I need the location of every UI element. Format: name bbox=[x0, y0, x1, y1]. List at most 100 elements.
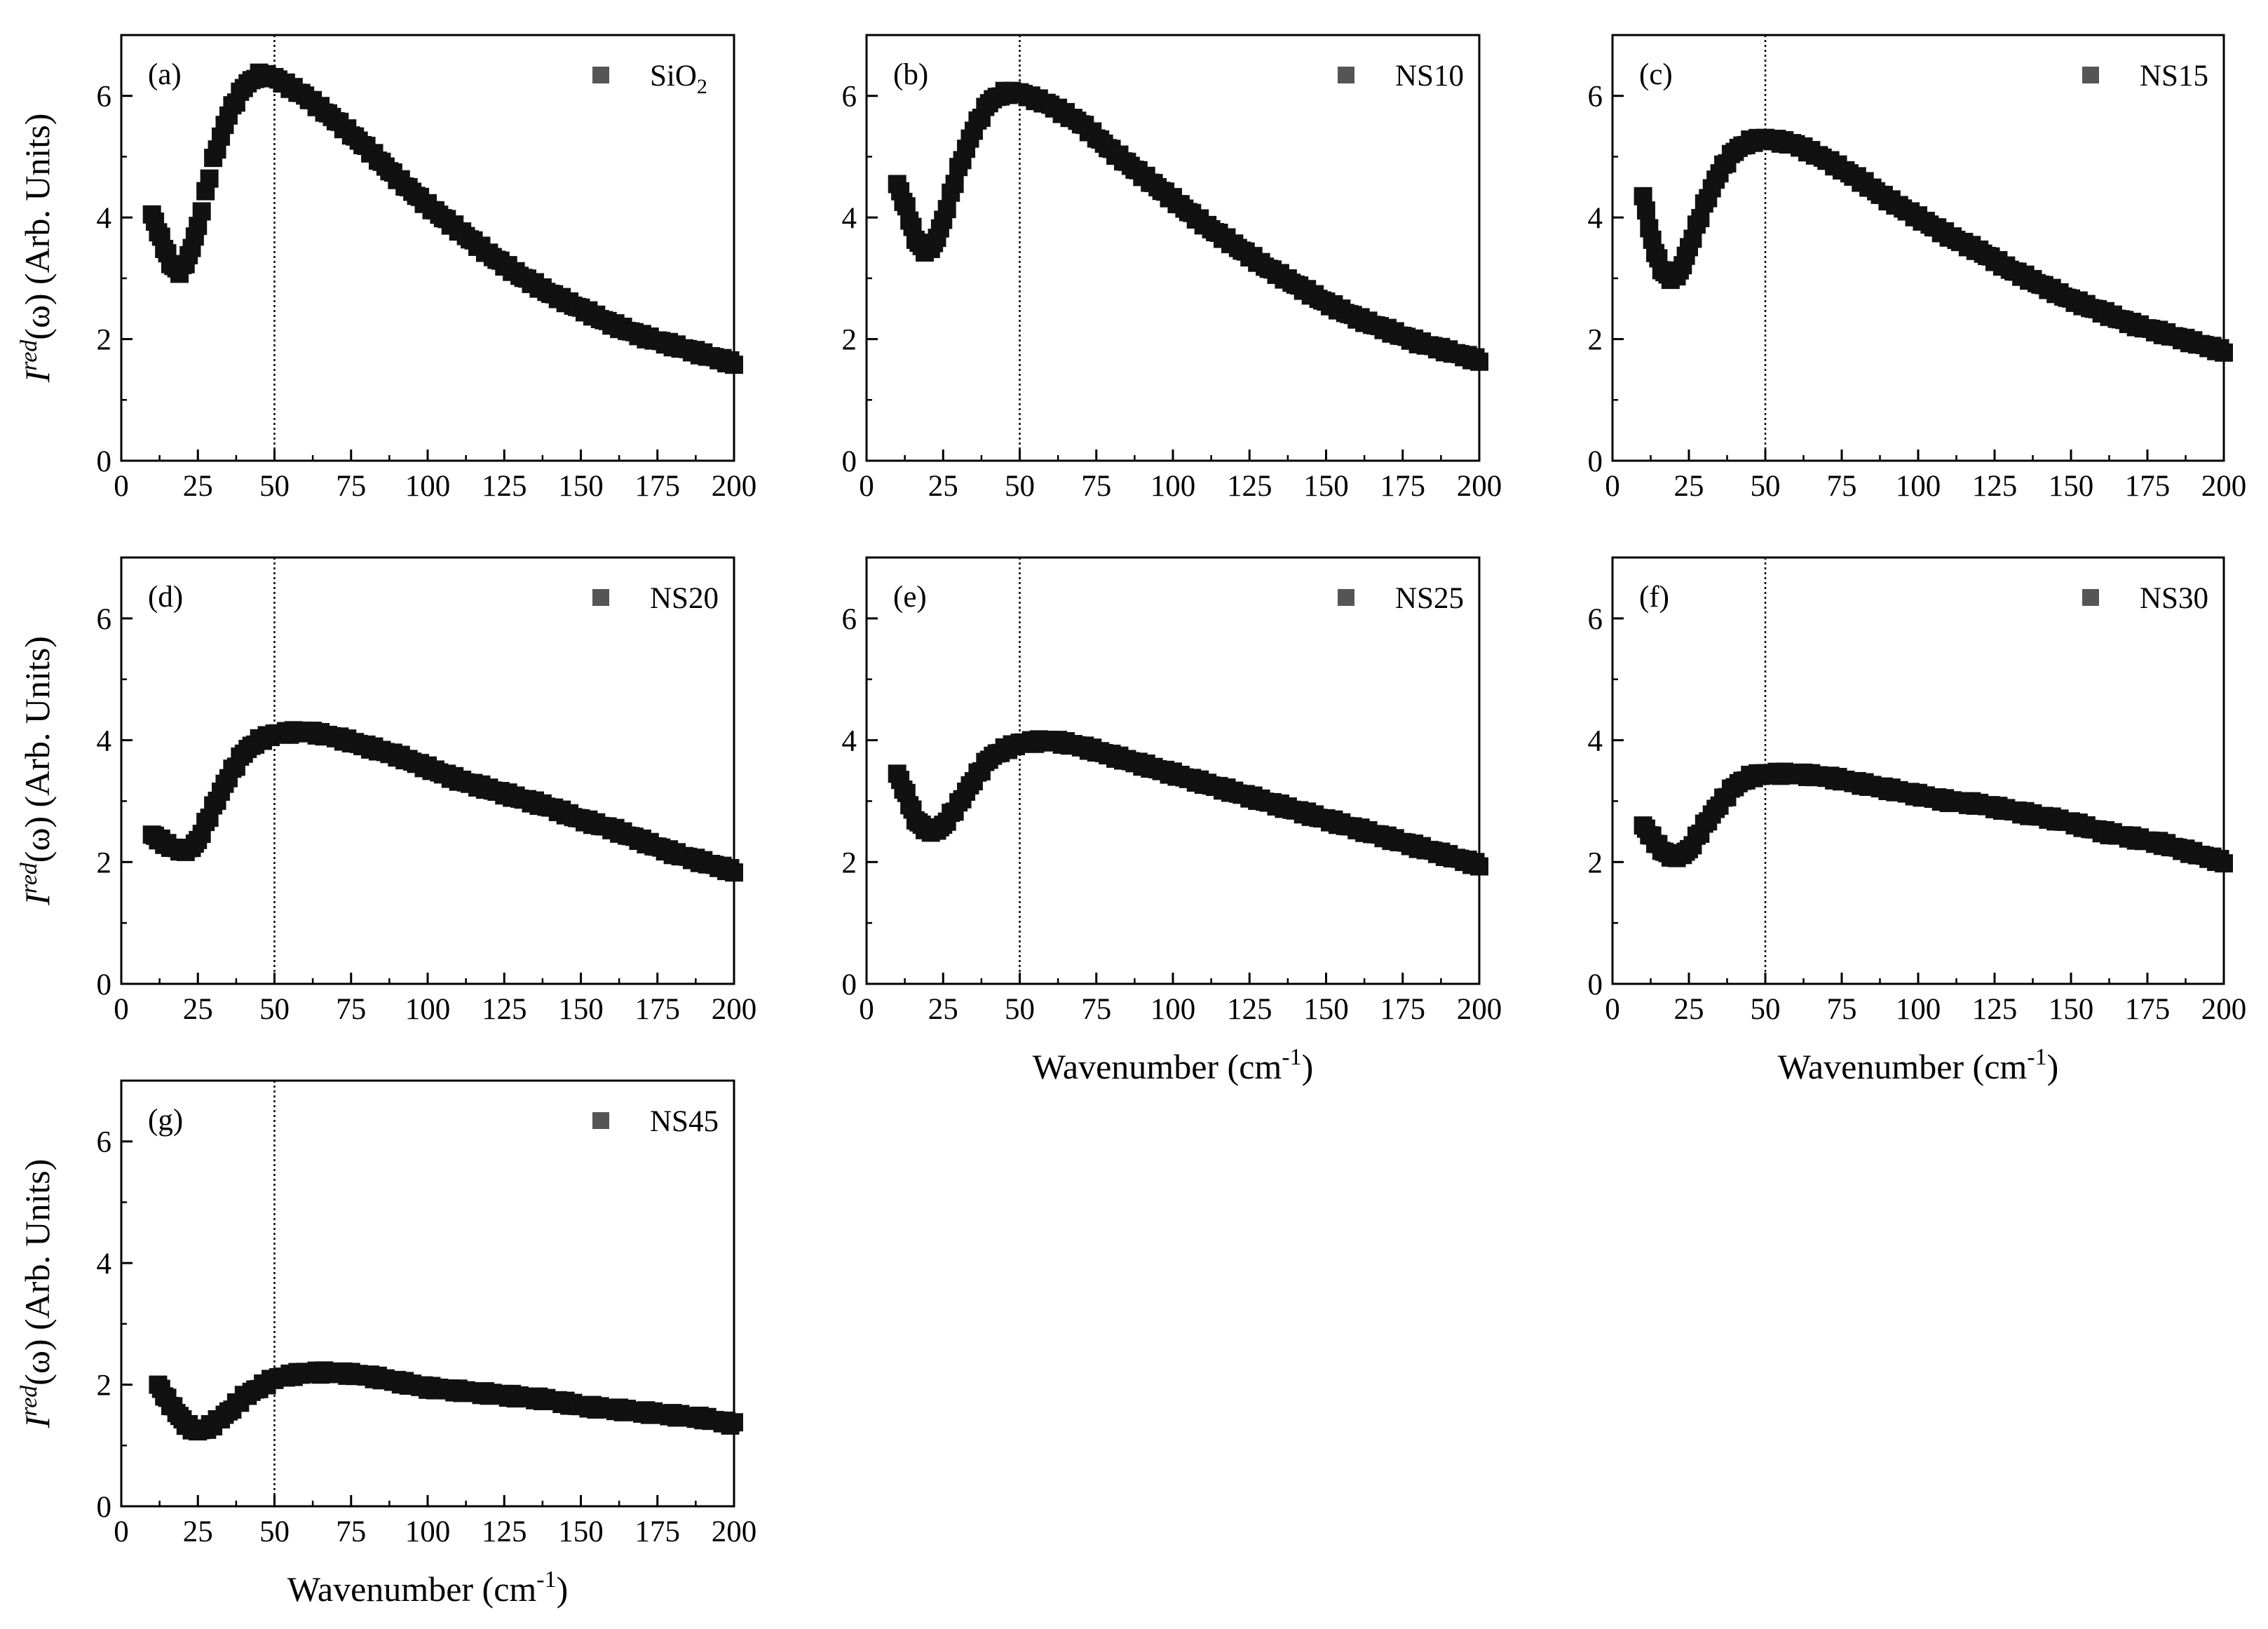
panel-d: 0 25 50 75 100 125 150 175 200 0 2 4 6 (d) NS20 Ired(ω)… bbox=[16, 556, 756, 1026]
x-tick-label: 150 bbox=[558, 1515, 604, 1548]
x-tick-label: 150 bbox=[2049, 993, 2094, 1026]
legend-label: NS30 bbox=[2140, 582, 2208, 615]
panel-g: 0 25 50 75 100 125 150 175 200 0 2 4 6 (g) NS45 Ired(ω)… bbox=[16, 1079, 756, 1609]
x-axis-label-sup: -1 bbox=[2027, 1044, 2046, 1070]
y-axis-label-sup: red bbox=[16, 339, 42, 371]
x-tick-label: 75 bbox=[336, 1515, 366, 1548]
y-axis-label-base: I bbox=[18, 369, 57, 383]
panel-label: (g) bbox=[148, 1104, 183, 1137]
data-point bbox=[1470, 857, 1488, 876]
legend-marker bbox=[2082, 589, 2099, 606]
legend-marker bbox=[592, 1112, 609, 1129]
x-axis-label-main: Wavenumber (cm bbox=[1778, 1047, 2028, 1086]
x-tick-label: 125 bbox=[482, 470, 527, 503]
panel-label: (b) bbox=[893, 58, 928, 91]
plot-frame bbox=[865, 34, 1481, 462]
x-tick-label: 175 bbox=[2125, 470, 2171, 503]
x-tick-label: 150 bbox=[558, 470, 604, 503]
x-tick-label: 125 bbox=[482, 993, 527, 1026]
y-tick-label: 2 bbox=[842, 846, 857, 879]
y-tick-label: 4 bbox=[842, 202, 857, 235]
x-tick-label: 50 bbox=[259, 470, 290, 503]
legend-label: NS25 bbox=[1395, 582, 1464, 615]
x-axis-label: Wavenumber (cm-1) bbox=[287, 1567, 569, 1609]
data-series bbox=[1634, 762, 2233, 873]
legend-marker bbox=[1338, 589, 1354, 606]
x-tick-label: 50 bbox=[1751, 993, 1781, 1026]
data-point bbox=[192, 202, 211, 221]
y-tick-label: 4 bbox=[1588, 202, 1603, 235]
data-point bbox=[200, 169, 219, 188]
x-tick-label: 200 bbox=[2201, 993, 2247, 1026]
x-tick-label: 175 bbox=[635, 470, 681, 503]
x-axis-label-main: Wavenumber (cm bbox=[1033, 1047, 1282, 1086]
x-tick-label: 175 bbox=[2125, 993, 2171, 1026]
x-tick-label: 75 bbox=[1827, 993, 1857, 1026]
plot-frame bbox=[120, 34, 735, 462]
data-point bbox=[725, 863, 743, 882]
y-axis-label-base: I bbox=[18, 892, 57, 906]
panel-c: 0 25 50 75 100 125 150 175 200 0 2 4 6 (c) NS15 bbox=[1588, 34, 2246, 503]
y-tick-label: 0 bbox=[842, 968, 857, 1001]
panel-label: (c) bbox=[1639, 58, 1673, 91]
x-tick-label: 200 bbox=[712, 470, 757, 503]
y-axis-label-base: I bbox=[18, 1414, 57, 1428]
x-tick-label: 150 bbox=[2049, 470, 2094, 503]
x-tick-label: 125 bbox=[1972, 993, 2018, 1026]
plot-frame bbox=[1611, 34, 2225, 462]
data-point bbox=[1636, 201, 1655, 220]
y-tick-label: 4 bbox=[97, 725, 112, 758]
data-point bbox=[1470, 352, 1488, 371]
legend-marker bbox=[592, 589, 609, 606]
data-point bbox=[725, 1413, 743, 1432]
y-tick-label: 0 bbox=[842, 445, 857, 478]
x-tick-label: 125 bbox=[482, 1515, 527, 1548]
y-tick-label: 4 bbox=[842, 725, 857, 758]
x-tick-label: 0 bbox=[114, 1515, 129, 1548]
x-tick-label: 100 bbox=[1896, 993, 1941, 1026]
y-tick-label: 6 bbox=[1588, 603, 1603, 636]
x-axis-label-main: Wavenumber (cm bbox=[287, 1569, 537, 1609]
x-tick-label: 175 bbox=[1380, 470, 1426, 503]
panel-a: 0 25 50 75 100 125 150 175 200 0 2 4 6 (a) SiO2 Ired(ω)… bbox=[16, 34, 757, 503]
x-tick-label: 100 bbox=[1896, 470, 1941, 503]
y-tick-label: 4 bbox=[97, 1248, 112, 1280]
y-axis-label-rest: (ω) (Arb. Units) bbox=[18, 636, 57, 863]
y-tick-label: 0 bbox=[1588, 968, 1603, 1001]
x-tick-label: 75 bbox=[1081, 470, 1111, 503]
y-tick-label: 6 bbox=[97, 603, 112, 636]
x-tick-label: 0 bbox=[1605, 470, 1620, 503]
x-tick-label: 150 bbox=[1303, 993, 1349, 1026]
x-axis-label-close: ) bbox=[2047, 1047, 2059, 1086]
x-tick-label: 100 bbox=[405, 993, 451, 1026]
y-axis-label: Ired(ω) (Arb. Units) bbox=[16, 114, 57, 384]
data-series bbox=[142, 63, 743, 374]
x-tick-label: 100 bbox=[405, 1515, 451, 1548]
x-tick-label: 175 bbox=[1380, 993, 1426, 1026]
y-tick-label: 2 bbox=[97, 846, 112, 879]
legend-subscript: 2 bbox=[697, 75, 707, 98]
plot-frame bbox=[120, 1079, 735, 1508]
x-tick-label: 125 bbox=[1227, 993, 1272, 1026]
x-tick-label: 75 bbox=[1827, 470, 1857, 503]
x-tick-label: 0 bbox=[859, 470, 874, 503]
x-tick-label: 50 bbox=[1751, 470, 1781, 503]
x-tick-label: 200 bbox=[1457, 993, 1502, 1026]
x-tick-label: 100 bbox=[1150, 470, 1196, 503]
y-tick-label: 2 bbox=[97, 324, 112, 357]
x-tick-label: 25 bbox=[928, 470, 958, 503]
x-tick-label: 200 bbox=[1457, 470, 1502, 503]
legend-marker bbox=[592, 67, 609, 83]
panel-label: (a) bbox=[148, 58, 182, 91]
data-series bbox=[888, 730, 1488, 876]
data-point bbox=[937, 200, 956, 219]
x-tick-label: 125 bbox=[1227, 470, 1272, 503]
y-tick-label: 4 bbox=[1588, 725, 1603, 758]
x-tick-label: 75 bbox=[336, 470, 366, 503]
y-tick-label: 6 bbox=[1588, 81, 1603, 114]
data-series bbox=[149, 1361, 743, 1441]
x-tick-label: 50 bbox=[1005, 470, 1035, 503]
data-point bbox=[2215, 343, 2233, 362]
data-point bbox=[725, 356, 743, 374]
